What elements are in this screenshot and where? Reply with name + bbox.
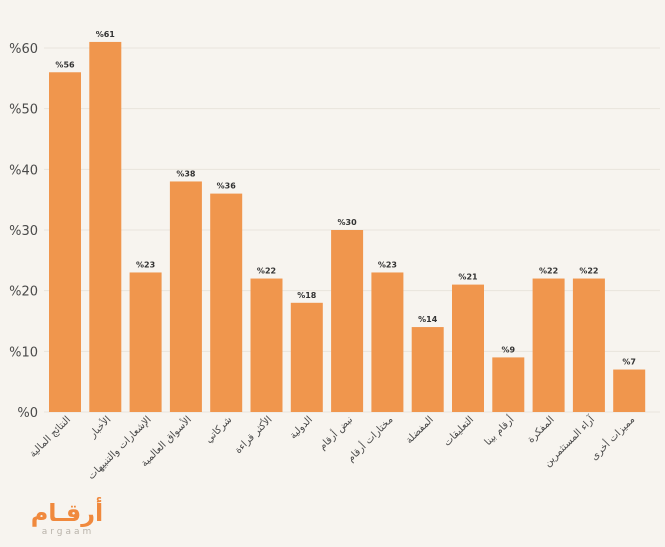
bar [492, 357, 525, 412]
bar [371, 272, 404, 412]
argaam-logo: أرقـام argaam [22, 498, 132, 542]
bar-value-label: %18 [297, 291, 317, 300]
bar [129, 272, 162, 412]
bar [572, 278, 605, 412]
x-tick-label: التعليقات [442, 414, 476, 448]
y-tick-label: %20 [9, 285, 38, 300]
x-tick-label: المفضلة [404, 414, 436, 446]
bar-value-label: %23 [378, 260, 397, 269]
logo-arabic-text: أرقـام [30, 499, 104, 527]
bar [49, 72, 81, 413]
y-tick-label: %40 [9, 163, 38, 178]
bar [532, 278, 565, 412]
bar-value-label: %23 [136, 260, 155, 269]
x-tick-label: المفكرة [526, 414, 557, 445]
bar-value-label: %30 [338, 218, 358, 227]
bar [613, 369, 646, 412]
x-tick-label: النتائج المالية [28, 414, 74, 460]
bar [169, 181, 202, 412]
y-tick-label: %30 [9, 224, 38, 239]
bar [411, 327, 444, 412]
x-tick-label: نبض أرقام [316, 413, 355, 452]
bar-value-label: %61 [96, 30, 116, 39]
y-tick-label: %10 [9, 345, 38, 360]
logo-latin-text: argaam [41, 527, 95, 537]
bar [290, 302, 323, 412]
bar-value-label: %14 [418, 315, 438, 324]
bar-value-label: %7 [622, 358, 636, 367]
x-tick-label: شركاتي [203, 414, 234, 445]
bar [89, 41, 122, 412]
y-tick-label: %50 [9, 103, 38, 118]
y-tick-label: %60 [9, 42, 38, 57]
x-tick-label: الأخبار [85, 413, 113, 441]
y-tick-label: %0 [17, 406, 38, 421]
bar-value-label: %56 [55, 60, 75, 69]
bar [452, 284, 484, 412]
bar [210, 193, 243, 412]
bar-value-label: %36 [217, 182, 237, 191]
x-tick-label: الدولية [288, 414, 315, 441]
x-tick-label: الأكثر قراءة [231, 413, 274, 456]
x-tick-label: أرقام بينا [481, 413, 516, 448]
bar-value-label: %9 [502, 345, 516, 354]
bar-value-label: %22 [257, 267, 276, 276]
bar-value-label: %22 [539, 267, 558, 276]
bar [250, 278, 283, 412]
bar [331, 230, 364, 412]
bar-value-label: %21 [458, 273, 478, 282]
bar-value-label: %22 [579, 267, 598, 276]
bar-value-label: %38 [176, 169, 196, 178]
